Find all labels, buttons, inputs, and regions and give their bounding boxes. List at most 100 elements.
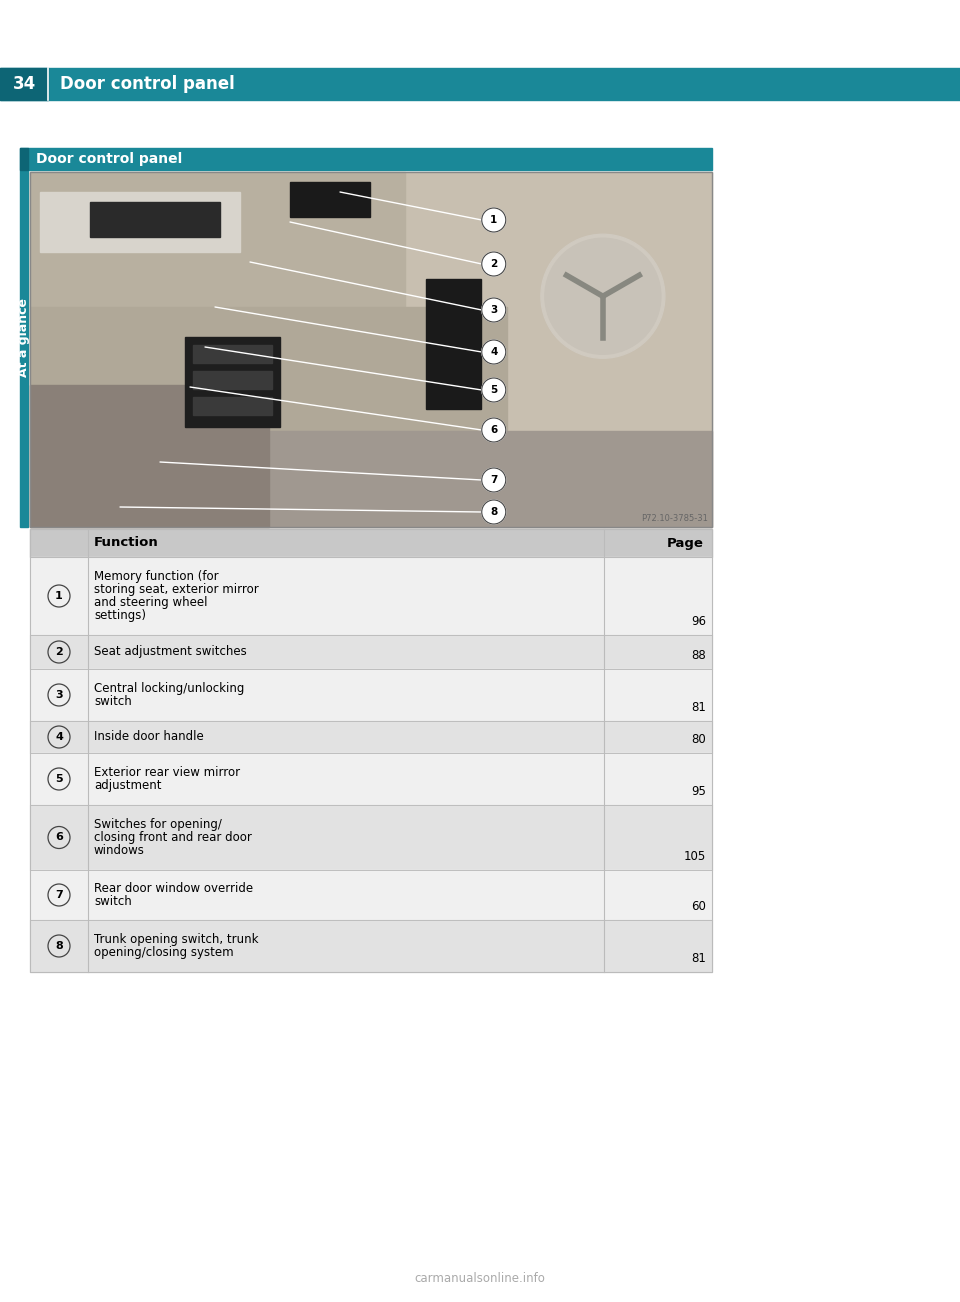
Circle shape: [482, 340, 506, 365]
Bar: [30, 431, 712, 527]
Circle shape: [48, 884, 70, 906]
Text: 60: 60: [691, 900, 706, 913]
Text: opening/closing system: opening/closing system: [94, 947, 233, 960]
Text: switch: switch: [94, 894, 132, 907]
Bar: [30, 753, 712, 805]
Text: 2: 2: [491, 259, 497, 270]
Bar: [193, 371, 272, 389]
Bar: [425, 279, 481, 409]
Text: windows: windows: [94, 844, 145, 857]
Circle shape: [482, 208, 506, 232]
Text: Switches for opening/: Switches for opening/: [94, 818, 222, 831]
Text: carmanualsonline.info: carmanualsonline.info: [415, 1272, 545, 1285]
Text: 6: 6: [55, 832, 63, 842]
Circle shape: [48, 827, 70, 849]
Bar: [30, 557, 712, 635]
Circle shape: [48, 727, 70, 749]
Bar: [0, 68, 48, 100]
Text: 8: 8: [491, 506, 497, 517]
Text: Central locking/unlocking: Central locking/unlocking: [94, 682, 245, 695]
Circle shape: [482, 467, 506, 492]
Text: 8: 8: [55, 941, 62, 950]
Bar: [20, 148, 28, 527]
Bar: [30, 529, 712, 973]
Bar: [30, 870, 712, 921]
Text: Function: Function: [94, 536, 158, 549]
Text: 34: 34: [12, 76, 36, 92]
Text: 3: 3: [491, 305, 497, 315]
Text: 3: 3: [55, 690, 62, 700]
Bar: [30, 172, 712, 527]
Text: Door control panel: Door control panel: [60, 76, 235, 92]
Circle shape: [482, 500, 506, 523]
Bar: [30, 921, 712, 973]
Text: 7: 7: [55, 891, 62, 900]
Text: Door control panel: Door control panel: [36, 152, 182, 165]
Text: adjustment: adjustment: [94, 779, 161, 792]
Bar: [30, 805, 712, 870]
Bar: [30, 635, 712, 669]
Bar: [30, 529, 712, 557]
Bar: [30, 669, 712, 721]
Circle shape: [48, 768, 70, 790]
Circle shape: [482, 418, 506, 441]
Circle shape: [48, 641, 70, 663]
Text: settings): settings): [94, 609, 146, 622]
Bar: [30, 307, 508, 431]
Text: Page: Page: [667, 536, 704, 549]
Text: Memory function (for: Memory function (for: [94, 570, 219, 583]
Circle shape: [545, 238, 660, 354]
Text: closing front and rear door: closing front and rear door: [94, 831, 252, 844]
Text: 81: 81: [691, 952, 706, 965]
Circle shape: [48, 585, 70, 607]
Circle shape: [482, 253, 506, 276]
Bar: [30, 557, 712, 635]
Bar: [30, 669, 712, 721]
Text: Rear door window override: Rear door window override: [94, 881, 253, 894]
Circle shape: [48, 935, 70, 957]
Text: Exterior rear view mirror: Exterior rear view mirror: [94, 766, 240, 779]
Bar: [30, 921, 712, 973]
Bar: [30, 753, 712, 805]
Bar: [185, 337, 280, 427]
Text: At a glance: At a glance: [17, 298, 31, 378]
Text: storing seat, exterior mirror: storing seat, exterior mirror: [94, 583, 259, 596]
Text: Trunk opening switch, trunk: Trunk opening switch, trunk: [94, 934, 258, 947]
Text: P72.10-3785-31: P72.10-3785-31: [641, 514, 708, 523]
Text: 5: 5: [55, 773, 62, 784]
Bar: [30, 721, 712, 753]
Bar: [30, 172, 405, 307]
Bar: [30, 870, 712, 921]
Bar: [290, 182, 370, 217]
Circle shape: [540, 234, 665, 358]
Text: 1: 1: [491, 215, 497, 225]
Bar: [30, 635, 712, 669]
Bar: [20, 148, 28, 171]
Text: 95: 95: [691, 785, 706, 798]
Text: 88: 88: [691, 648, 706, 661]
Text: and steering wheel: and steering wheel: [94, 596, 207, 609]
Text: 4: 4: [55, 732, 63, 742]
Bar: [193, 397, 272, 415]
Text: 80: 80: [691, 733, 706, 746]
Text: 2: 2: [55, 647, 62, 658]
Text: 7: 7: [490, 475, 497, 486]
Bar: [90, 202, 220, 237]
Text: Seat adjustment switches: Seat adjustment switches: [94, 646, 247, 659]
Text: 96: 96: [691, 615, 706, 628]
Text: 6: 6: [491, 424, 497, 435]
Bar: [30, 721, 712, 753]
Text: 4: 4: [490, 348, 497, 357]
Circle shape: [48, 684, 70, 706]
Text: 1: 1: [55, 591, 62, 602]
Bar: [40, 191, 240, 253]
Text: 81: 81: [691, 700, 706, 713]
Bar: [28, 148, 712, 171]
Text: Inside door handle: Inside door handle: [94, 730, 204, 743]
Bar: [30, 172, 712, 527]
Circle shape: [482, 298, 506, 322]
Bar: [30, 529, 712, 557]
Bar: [0, 68, 960, 100]
Text: 5: 5: [491, 385, 497, 395]
Circle shape: [482, 378, 506, 402]
